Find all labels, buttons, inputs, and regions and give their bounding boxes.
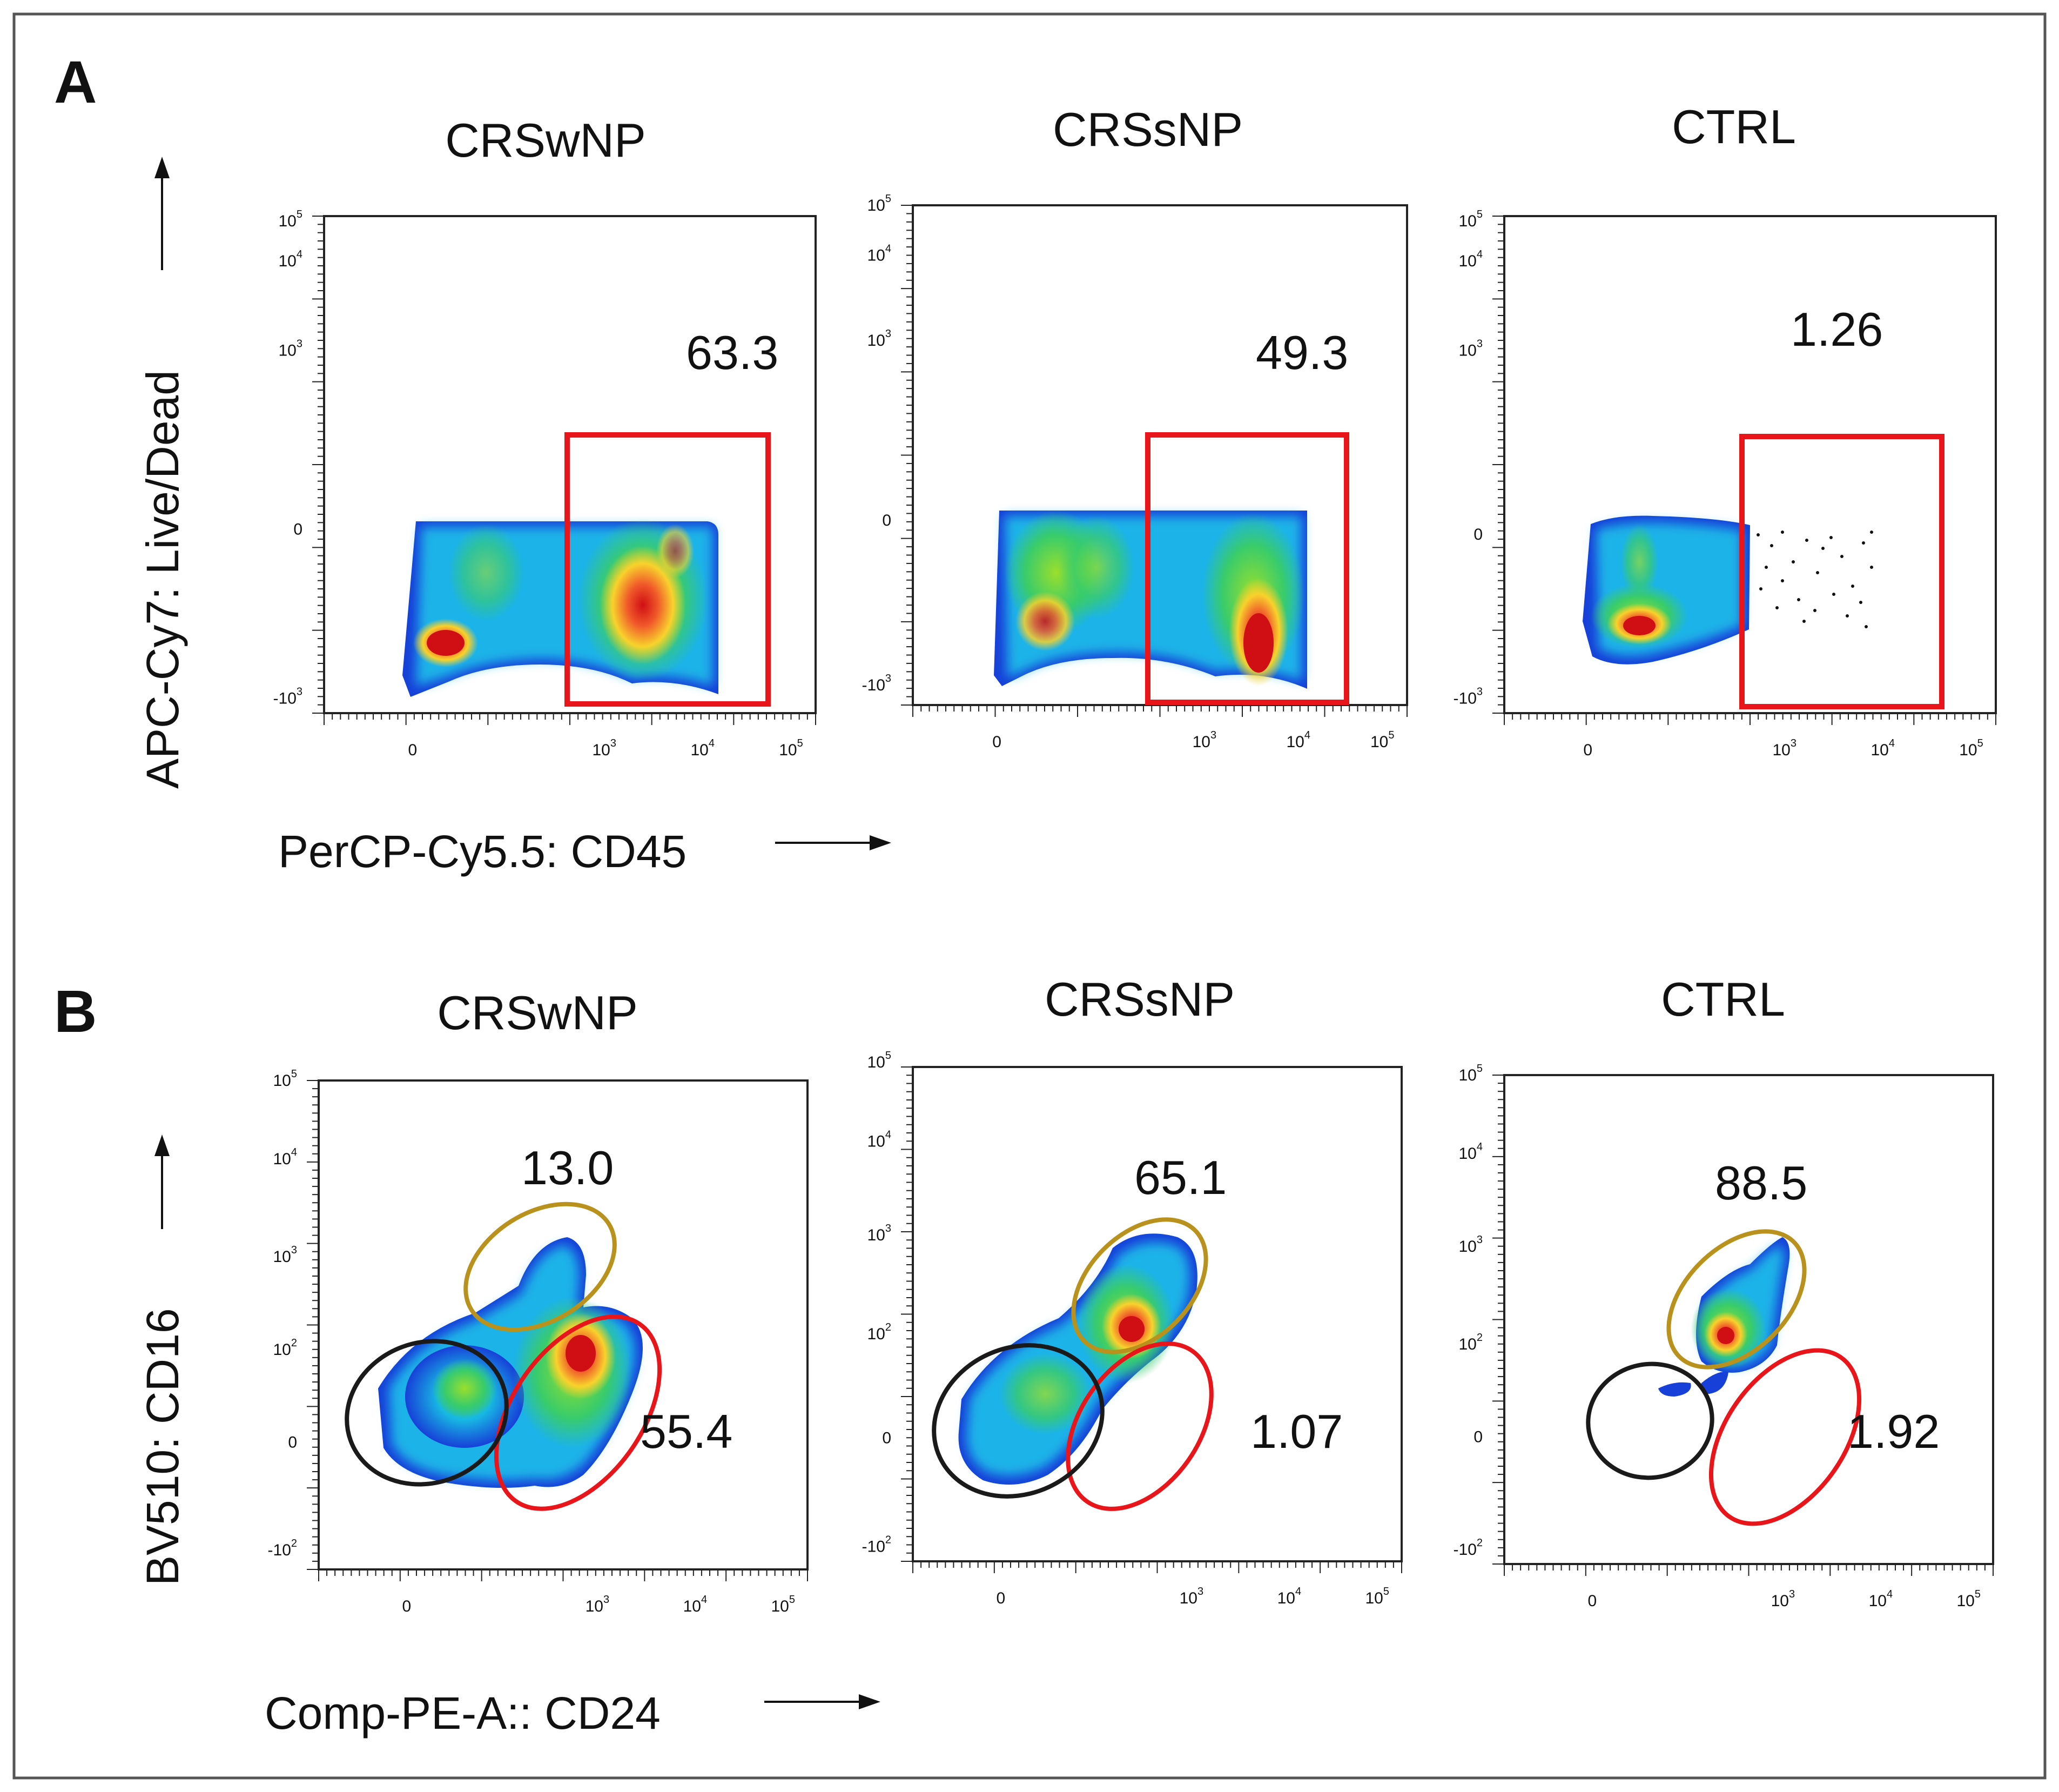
x-tick-label: 0 <box>992 733 1001 751</box>
y-tick-label: 0 <box>288 1434 297 1452</box>
plot-b-ctrl-gate-red <box>1708 1348 1862 1526</box>
x-tick-label: 103 <box>1180 1586 1204 1607</box>
y-tick-label: 0 <box>882 1429 891 1447</box>
y-tick-label: 0 <box>1473 526 1483 543</box>
plot-b-crssnp-gate-black <box>932 1343 1105 1499</box>
panel-b-y-axis-title: BV510: CD16 <box>137 1308 188 1586</box>
y-tick-label: -102 <box>1454 1537 1483 1559</box>
plot-a-ctrl-title: CTRL <box>1672 100 1796 153</box>
x-tick-label: 0 <box>997 1589 1006 1607</box>
plot-b-crswnp-gate-red <box>494 1314 662 1511</box>
panel-b-x-arrowhead <box>859 1694 880 1709</box>
plot-b-ctrl-gold-value: 88.5 <box>1715 1156 1807 1210</box>
plot-a-ctrl-gate <box>1739 434 1944 709</box>
plot-a-crswnp: CRSwNP 63.3 <box>323 113 817 714</box>
x-tick-label: 0 <box>402 1598 412 1615</box>
plot-b-crssnp-red-value: 1.07 <box>1250 1405 1343 1458</box>
plot-b-crssnp-gold-value: 65.1 <box>1134 1151 1227 1204</box>
panel-a-x-axis-title: PerCP-Cy5.5: CD45 <box>278 826 687 877</box>
x-tick-label: 105 <box>1365 1586 1390 1607</box>
plot-b-crswnp-gate-black <box>345 1339 509 1487</box>
plot-a-ctrl-density <box>1583 515 1750 665</box>
plot-a-crswnp-title: CRSwNP <box>445 113 646 167</box>
panel-a-x-arrowhead <box>870 835 891 850</box>
plot-a-crswnp-gate-value: 63.3 <box>686 326 778 379</box>
panel-b: BV510: CD16 Comp-PE-A:: CD24 CRSwNP 13.0 <box>137 972 1994 1739</box>
panel-a: APC-Cy7: Live/Dead PerCP-Cy5.5: CD45 CRS… <box>137 100 1997 877</box>
y-tick-label: 103 <box>1459 1234 1483 1256</box>
plot-b-crswnp-title: CRSwNP <box>437 986 638 1039</box>
y-tick-label: -103 <box>862 673 891 694</box>
x-tick-label: 105 <box>1959 737 1983 759</box>
plot-a-ctrl-events <box>1757 531 1873 628</box>
panel-a-letter: A <box>54 49 97 116</box>
plot-b-crswnp-gate-gold <box>463 1202 617 1332</box>
plot-b-crssnp-gate-red <box>1066 1341 1214 1511</box>
plot-a-crssnp-gate-value: 49.3 <box>1256 326 1348 379</box>
plot-a-crssnp: CRSsNP 49.3 <box>912 103 1408 706</box>
x-tick-label: 105 <box>1957 1588 1981 1610</box>
x-tick-label: 0 <box>1588 1592 1597 1610</box>
plot-b-crswnp-density <box>378 1237 643 1488</box>
plot-a-crswnp-density <box>402 519 718 697</box>
x-tick-label: 103 <box>592 737 616 759</box>
y-tick-label: 0 <box>293 521 302 539</box>
plot-a-ctrl-frame <box>1503 215 1997 714</box>
plot-b-crssnp: CRSsNP 65.1 1.07 <box>912 972 1403 1562</box>
plot-b-ctrl-red-value: 1.92 <box>1847 1405 1940 1458</box>
panel-b-y-arrowhead <box>154 1135 170 1156</box>
plot-b-ctrl-density <box>1658 1237 1790 1397</box>
plot-b-crswnp: CRSwNP 13.0 55.4 <box>318 986 809 1570</box>
plot-a-crswnp-gate <box>564 432 771 707</box>
plot-a-crssnp-title: CRSsNP <box>1053 103 1243 156</box>
plot-a-ctrl: CTRL 1.26 <box>1503 100 1997 714</box>
plot-b-ctrl-title: CTRL <box>1661 972 1785 1026</box>
plot-a-crssnp-gate <box>1145 432 1349 705</box>
panel-a-y-arrowhead <box>154 157 170 178</box>
y-tick-label: 0 <box>882 512 891 529</box>
plot-b-crssnp-title: CRSsNP <box>1045 972 1235 1026</box>
plot-b-ctrl-gate-black <box>1586 1361 1714 1480</box>
plot-b-crswnp-gold-value: 13.0 <box>521 1141 614 1194</box>
x-tick-label: 0 <box>1583 741 1592 759</box>
plot-a-ctrl-gate-value: 1.26 <box>1791 303 1883 356</box>
plot-b-crssnp-gate-gold <box>1071 1217 1208 1354</box>
y-tick-label: 0 <box>1473 1428 1483 1446</box>
plot-b-ctrl-gate-gold <box>1666 1229 1807 1370</box>
x-tick-label: 0 <box>408 741 417 759</box>
panel-b-x-axis-title: Comp-PE-A:: CD24 <box>265 1688 661 1739</box>
panel-b-letter: B <box>54 978 97 1045</box>
panel-a-y-axis-title: APC-Cy7: Live/Dead <box>137 370 188 789</box>
plot-b-crswnp-red-value: 55.4 <box>640 1405 732 1458</box>
